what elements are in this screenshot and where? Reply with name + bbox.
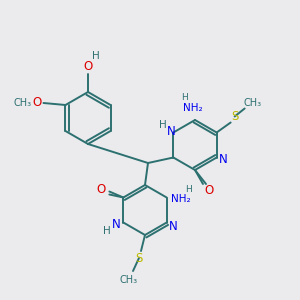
Text: CH₃: CH₃ [244, 98, 262, 107]
Text: H: H [92, 51, 100, 61]
Text: S: S [231, 110, 238, 123]
Text: CH₃: CH₃ [14, 98, 32, 108]
Text: S: S [135, 251, 143, 265]
Text: N: N [169, 220, 178, 233]
Text: O: O [83, 59, 93, 73]
Text: H: H [103, 226, 111, 236]
Text: N: N [112, 218, 121, 231]
Text: O: O [97, 183, 106, 196]
Text: H: H [182, 94, 188, 103]
Text: CH₃: CH₃ [120, 275, 138, 285]
Text: N: N [219, 153, 228, 166]
Text: N: N [167, 125, 176, 138]
Text: O: O [33, 97, 42, 110]
Text: O: O [204, 184, 214, 196]
Text: H: H [160, 119, 167, 130]
Text: NH₂: NH₂ [171, 194, 190, 205]
Text: NH₂: NH₂ [183, 103, 203, 113]
Text: H: H [185, 185, 192, 194]
